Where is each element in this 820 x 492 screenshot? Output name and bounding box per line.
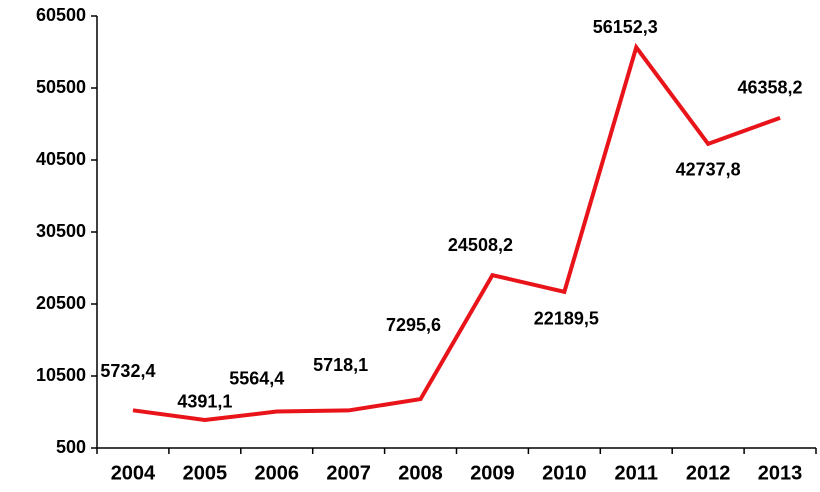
data-label: 46358,2 [738,78,803,98]
data-label: 22189,5 [534,309,599,329]
y-tick-label: 500 [56,437,86,457]
x-tick-label: 2004 [111,462,156,484]
x-tick-label: 2007 [326,462,371,484]
x-tick-label: 2010 [542,462,587,484]
y-tick-label: 10500 [36,365,86,385]
y-tick-label: 60500 [36,5,86,25]
line-series [132,42,781,422]
data-label: 56152,3 [593,17,658,37]
data-label: 42737,8 [676,160,741,180]
x-tick-label: 2011 [615,462,658,484]
data-label: 4391,1 [177,392,232,412]
y-tick-label: 50500 [36,77,86,97]
x-tick-label: 2009 [470,462,515,484]
data-label: 5718,1 [313,355,368,375]
y-tick-label: 30500 [36,221,86,241]
x-tick-label: 2013 [758,462,803,484]
y-tick-label: 40500 [36,149,86,169]
data-label: 5564,4 [229,368,284,388]
x-tick-label: 2008 [398,462,443,484]
x-tick-label: 2012 [686,462,731,484]
data-label: 7295,6 [386,315,441,335]
x-tick-label: 2006 [255,462,300,484]
y-tick-label: 20500 [36,293,86,313]
x-tick-label: 2005 [183,462,228,484]
data-label: 24508,2 [448,235,513,255]
data-label: 5732,4 [100,361,155,381]
